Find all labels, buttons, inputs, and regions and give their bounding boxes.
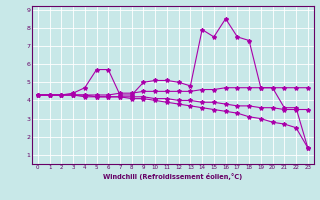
X-axis label: Windchill (Refroidissement éolien,°C): Windchill (Refroidissement éolien,°C)	[103, 173, 243, 180]
